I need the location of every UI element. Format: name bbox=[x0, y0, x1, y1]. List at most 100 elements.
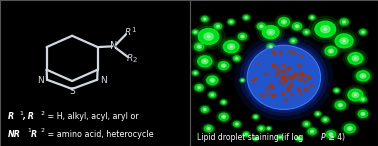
Circle shape bbox=[262, 94, 265, 97]
Circle shape bbox=[345, 51, 365, 66]
Circle shape bbox=[192, 30, 198, 34]
Text: 1: 1 bbox=[28, 128, 31, 133]
Circle shape bbox=[212, 80, 213, 81]
Circle shape bbox=[348, 53, 363, 64]
Circle shape bbox=[324, 28, 327, 30]
Circle shape bbox=[335, 34, 353, 48]
Circle shape bbox=[201, 107, 209, 112]
Circle shape bbox=[246, 134, 247, 135]
Circle shape bbox=[340, 19, 348, 25]
Circle shape bbox=[255, 21, 268, 31]
Circle shape bbox=[289, 77, 293, 80]
Circle shape bbox=[344, 124, 355, 133]
Circle shape bbox=[194, 52, 216, 70]
Circle shape bbox=[262, 26, 279, 39]
Circle shape bbox=[242, 80, 243, 81]
Circle shape bbox=[281, 20, 287, 24]
Circle shape bbox=[243, 15, 249, 20]
Circle shape bbox=[218, 37, 244, 57]
Circle shape bbox=[341, 121, 359, 135]
Circle shape bbox=[266, 126, 272, 131]
Circle shape bbox=[213, 22, 223, 30]
Circle shape bbox=[332, 32, 356, 50]
Text: ≥ 4): ≥ 4) bbox=[326, 133, 345, 142]
Circle shape bbox=[301, 28, 312, 36]
Circle shape bbox=[282, 69, 285, 71]
Ellipse shape bbox=[247, 45, 321, 110]
Text: = H, alkyl, acyl, aryl or: = H, alkyl, acyl, aryl or bbox=[45, 112, 138, 121]
Circle shape bbox=[201, 59, 208, 64]
Circle shape bbox=[288, 75, 292, 78]
Circle shape bbox=[321, 26, 330, 33]
Circle shape bbox=[284, 80, 287, 82]
Circle shape bbox=[289, 38, 298, 44]
Circle shape bbox=[230, 21, 232, 23]
Circle shape bbox=[216, 25, 220, 28]
Circle shape bbox=[203, 108, 206, 111]
Circle shape bbox=[238, 33, 246, 40]
Circle shape bbox=[191, 69, 200, 77]
Ellipse shape bbox=[240, 39, 328, 116]
Circle shape bbox=[338, 17, 351, 27]
Circle shape bbox=[236, 58, 237, 59]
Circle shape bbox=[326, 131, 336, 138]
Circle shape bbox=[352, 68, 373, 84]
Circle shape bbox=[362, 113, 364, 114]
Circle shape bbox=[321, 116, 330, 123]
Circle shape bbox=[358, 28, 369, 36]
Circle shape bbox=[231, 54, 242, 63]
Circle shape bbox=[344, 21, 345, 22]
Circle shape bbox=[202, 123, 215, 134]
Circle shape bbox=[338, 103, 343, 107]
Circle shape bbox=[220, 99, 227, 105]
Circle shape bbox=[314, 111, 321, 117]
Circle shape bbox=[306, 124, 307, 125]
Circle shape bbox=[192, 82, 206, 93]
Circle shape bbox=[282, 93, 285, 95]
Circle shape bbox=[339, 105, 341, 106]
Circle shape bbox=[236, 31, 249, 42]
Circle shape bbox=[294, 135, 304, 142]
Circle shape bbox=[258, 126, 265, 131]
Circle shape bbox=[305, 123, 308, 125]
Circle shape bbox=[345, 87, 365, 102]
Circle shape bbox=[297, 138, 300, 140]
Circle shape bbox=[359, 96, 367, 103]
Circle shape bbox=[246, 17, 247, 18]
Circle shape bbox=[334, 88, 339, 93]
Circle shape bbox=[204, 125, 213, 132]
Text: 2: 2 bbox=[41, 128, 45, 133]
Circle shape bbox=[237, 32, 248, 41]
Circle shape bbox=[333, 88, 340, 93]
Circle shape bbox=[306, 32, 307, 33]
Circle shape bbox=[356, 71, 370, 81]
Circle shape bbox=[311, 16, 313, 19]
Text: N: N bbox=[101, 76, 107, 85]
Circle shape bbox=[226, 18, 236, 26]
Circle shape bbox=[199, 105, 211, 114]
Text: 1: 1 bbox=[131, 27, 135, 33]
Circle shape bbox=[193, 42, 205, 52]
Circle shape bbox=[352, 92, 359, 98]
Circle shape bbox=[324, 128, 338, 140]
Circle shape bbox=[308, 77, 311, 79]
Text: , R: , R bbox=[23, 112, 35, 121]
Circle shape bbox=[315, 21, 336, 37]
Text: 1: 1 bbox=[19, 111, 23, 116]
Circle shape bbox=[235, 57, 239, 60]
Circle shape bbox=[257, 125, 266, 132]
Circle shape bbox=[330, 134, 332, 135]
Circle shape bbox=[276, 67, 279, 68]
Circle shape bbox=[295, 25, 299, 28]
Text: R: R bbox=[125, 28, 131, 37]
Circle shape bbox=[270, 31, 272, 33]
Circle shape bbox=[303, 121, 310, 127]
Circle shape bbox=[232, 55, 241, 62]
Circle shape bbox=[299, 78, 302, 80]
Circle shape bbox=[215, 59, 232, 72]
Text: = amino acid, heterocycle: = amino acid, heterocycle bbox=[45, 130, 153, 139]
Circle shape bbox=[361, 98, 364, 100]
Circle shape bbox=[276, 73, 278, 75]
Circle shape bbox=[242, 131, 250, 137]
Circle shape bbox=[313, 110, 322, 117]
